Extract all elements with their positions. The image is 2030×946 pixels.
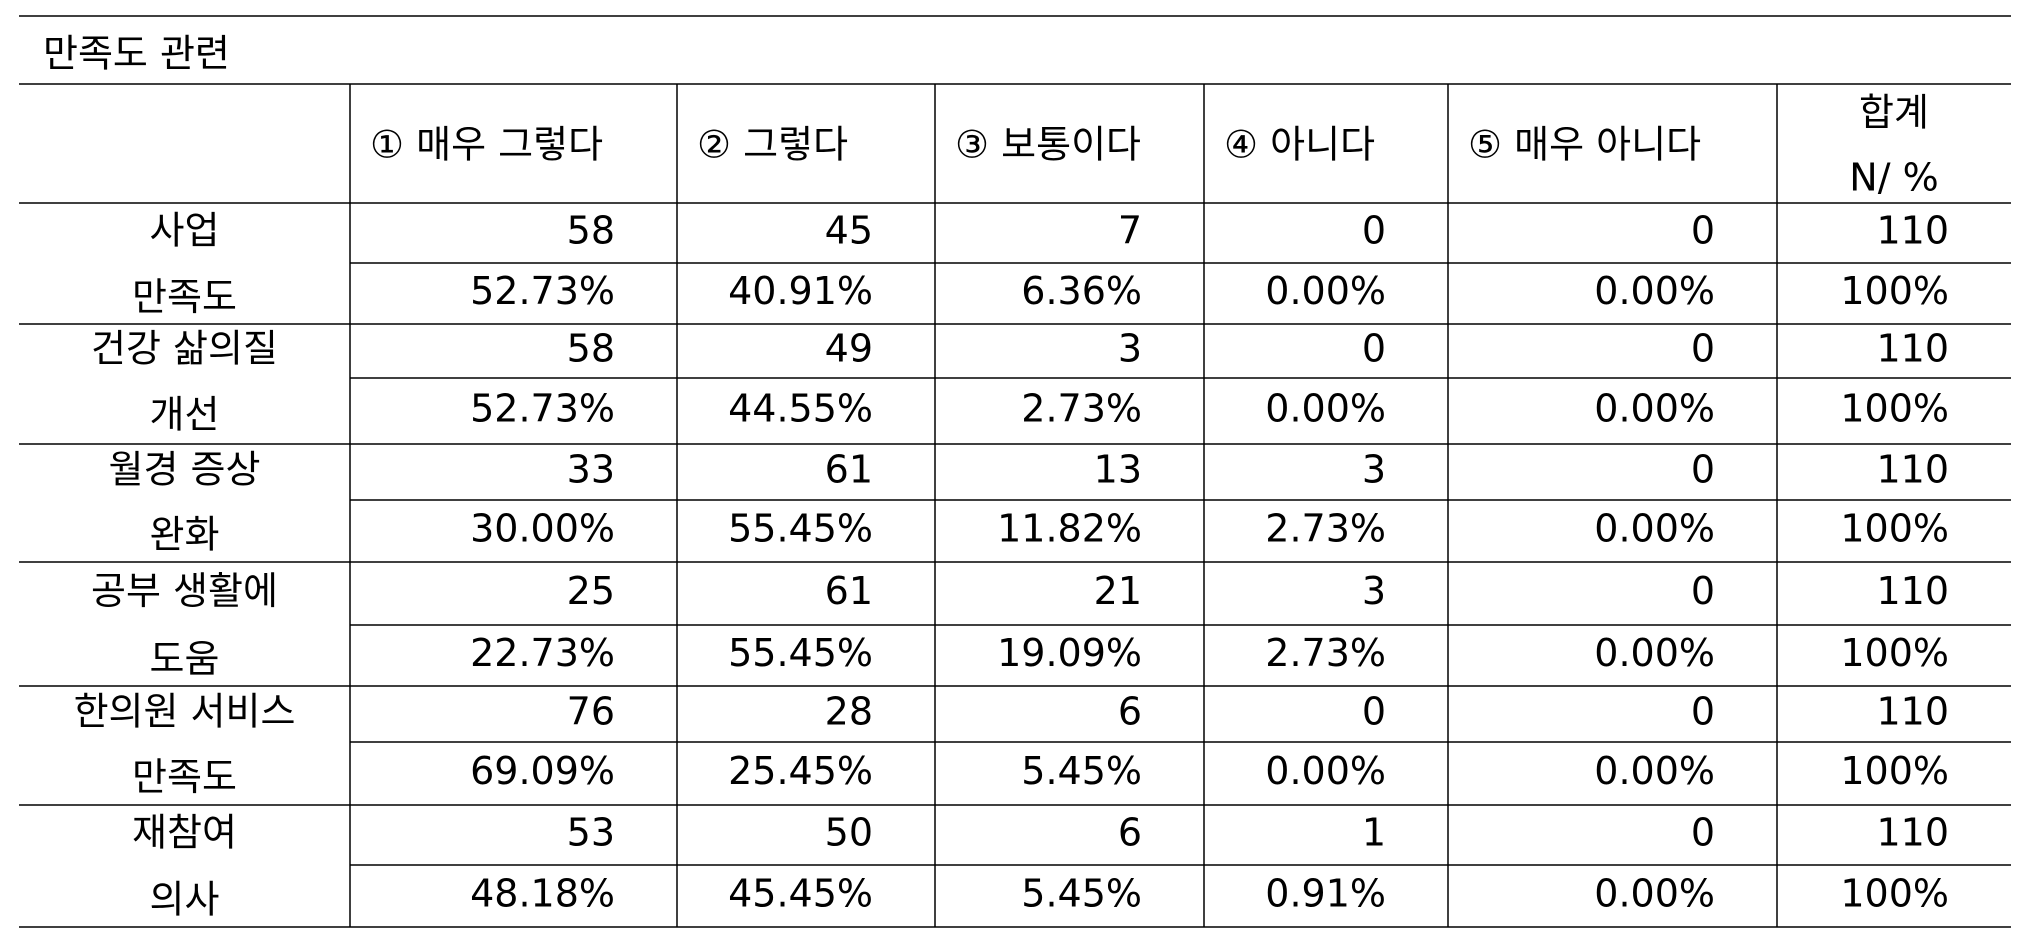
percent-cell: 0.00% <box>1594 872 1715 916</box>
count-cell: 45 <box>825 209 873 253</box>
header-cell: 합계 <box>1859 91 1929 135</box>
header-cell: ② 그렇다 <box>697 123 848 167</box>
count-cell: 33 <box>567 448 615 492</box>
percent-cell: 0.00% <box>1594 269 1715 313</box>
count-cell: 3 <box>1362 448 1386 492</box>
percent-cell: 48.18% <box>470 872 615 916</box>
count-cell: 76 <box>567 690 615 734</box>
row-label: 개선 <box>150 393 220 437</box>
percent-cell: 2.73% <box>1265 507 1386 551</box>
count-cell: 53 <box>567 811 615 855</box>
count-cell: 21 <box>1094 569 1142 613</box>
table-title: 만족도 관련 <box>43 32 230 76</box>
percent-cell: 0.00% <box>1265 269 1386 313</box>
count-cell: 13 <box>1094 448 1142 492</box>
percent-cell: 40.91% <box>728 269 873 313</box>
row-label: 만족도 <box>132 755 237 799</box>
percent-cell: 52.73% <box>470 387 615 431</box>
count-cell: 3 <box>1118 327 1142 371</box>
percent-cell: 2.73% <box>1021 387 1142 431</box>
header-cell: N/ % <box>1849 156 1938 200</box>
count-cell: 25 <box>567 569 615 613</box>
count-cell: 61 <box>825 448 873 492</box>
count-cell: 0 <box>1691 811 1715 855</box>
percent-cell: 0.00% <box>1594 507 1715 551</box>
row-label: 완화 <box>150 513 220 557</box>
percent-cell: 0.00% <box>1265 749 1386 793</box>
percent-cell: 100% <box>1840 507 1949 551</box>
count-cell: 110 <box>1876 209 1949 253</box>
row-label: 도움 <box>150 637 220 681</box>
count-cell: 0 <box>1691 569 1715 613</box>
row-label: 만족도 <box>132 275 237 319</box>
count-cell: 6 <box>1118 690 1142 734</box>
row-label: 재참여 <box>132 811 237 855</box>
percent-cell: 100% <box>1840 269 1949 313</box>
row-label: 월경 증상 <box>109 448 261 492</box>
percent-cell: 25.45% <box>728 749 873 793</box>
percent-cell: 6.36% <box>1021 269 1142 313</box>
count-cell: 110 <box>1876 569 1949 613</box>
count-cell: 110 <box>1876 811 1949 855</box>
percent-cell: 11.82% <box>997 507 1142 551</box>
percent-cell: 100% <box>1840 749 1949 793</box>
percent-cell: 19.09% <box>997 631 1142 675</box>
count-cell: 61 <box>825 569 873 613</box>
count-cell: 0 <box>1691 327 1715 371</box>
count-cell: 0 <box>1691 448 1715 492</box>
header-cell: ④ 아니다 <box>1224 123 1375 167</box>
percent-cell: 5.45% <box>1021 749 1142 793</box>
row-label: 건강 삶의질 <box>91 327 278 371</box>
percent-cell: 5.45% <box>1021 872 1142 916</box>
percent-cell: 100% <box>1840 872 1949 916</box>
percent-cell: 55.45% <box>728 507 873 551</box>
percent-cell: 0.00% <box>1594 631 1715 675</box>
percent-cell: 22.73% <box>470 631 615 675</box>
percent-cell: 0.00% <box>1265 387 1386 431</box>
row-label: 사업 <box>150 209 220 253</box>
count-cell: 3 <box>1362 569 1386 613</box>
percent-cell: 44.55% <box>728 387 873 431</box>
count-cell: 49 <box>825 327 873 371</box>
row-label: 한의원 서비스 <box>74 690 296 734</box>
count-cell: 110 <box>1876 448 1949 492</box>
percent-cell: 0.91% <box>1265 872 1386 916</box>
count-cell: 0 <box>1362 209 1386 253</box>
count-cell: 0 <box>1691 690 1715 734</box>
percent-cell: 0.00% <box>1594 749 1715 793</box>
percent-cell: 100% <box>1840 631 1949 675</box>
count-cell: 58 <box>567 209 615 253</box>
row-label: 공부 생활에 <box>91 569 278 613</box>
percent-cell: 52.73% <box>470 269 615 313</box>
count-cell: 110 <box>1876 690 1949 734</box>
count-cell: 28 <box>825 690 873 734</box>
percent-cell: 30.00% <box>470 507 615 551</box>
header-cell: ⑤ 매우 아니다 <box>1468 123 1701 167</box>
count-cell: 7 <box>1118 209 1142 253</box>
header-cell: ① 매우 그렇다 <box>370 123 603 167</box>
count-cell: 0 <box>1362 690 1386 734</box>
percent-cell: 69.09% <box>470 749 615 793</box>
count-cell: 58 <box>567 327 615 371</box>
percent-cell: 100% <box>1840 387 1949 431</box>
count-cell: 110 <box>1876 327 1949 371</box>
percent-cell: 2.73% <box>1265 631 1386 675</box>
header-cell: ③ 보통이다 <box>955 123 1141 167</box>
percent-cell: 0.00% <box>1594 387 1715 431</box>
count-cell: 50 <box>825 811 873 855</box>
row-label: 의사 <box>150 878 220 922</box>
percent-cell: 55.45% <box>728 631 873 675</box>
percent-cell: 45.45% <box>728 872 873 916</box>
count-cell: 1 <box>1362 811 1386 855</box>
count-cell: 6 <box>1118 811 1142 855</box>
count-cell: 0 <box>1362 327 1386 371</box>
count-cell: 0 <box>1691 209 1715 253</box>
